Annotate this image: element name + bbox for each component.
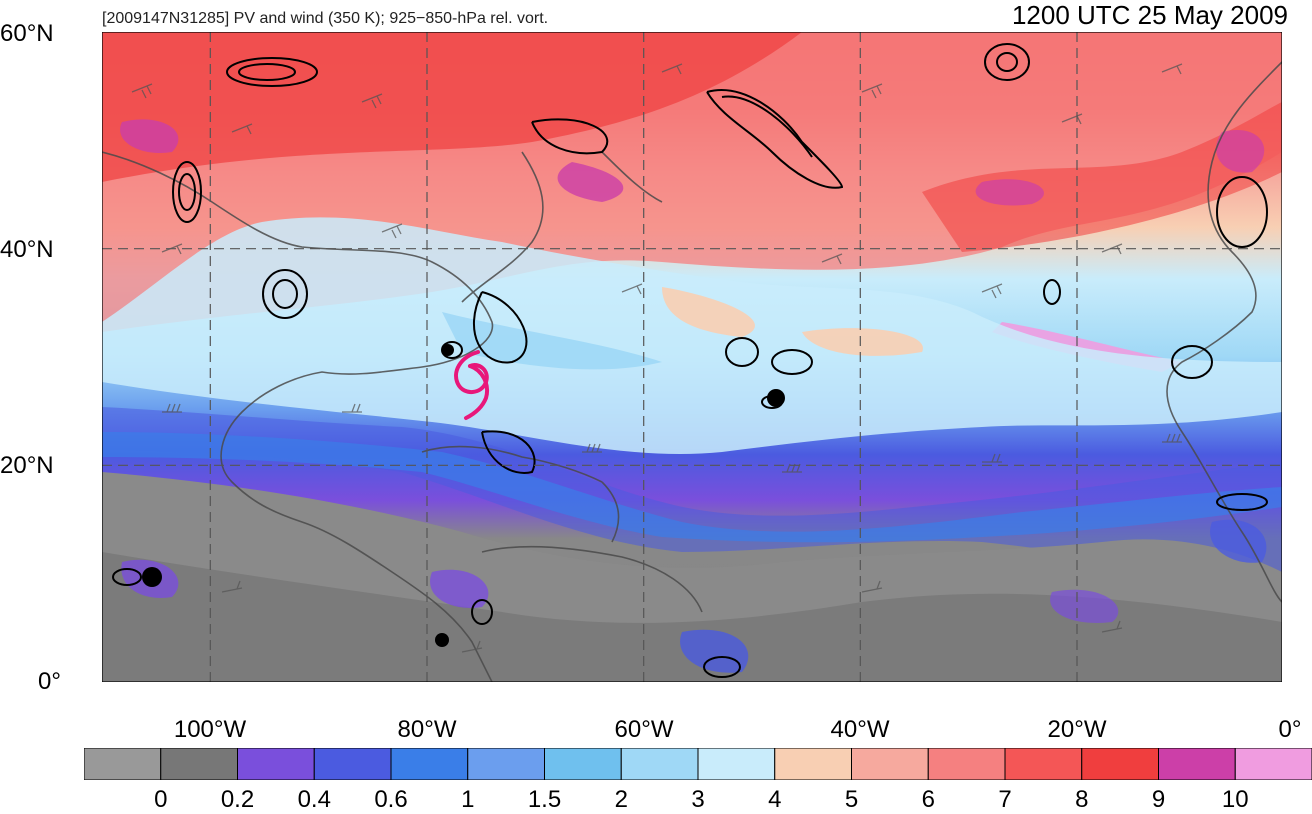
lon-label-0: 0°	[1278, 716, 1302, 743]
colorbar-tick-label: 1	[461, 786, 475, 813]
colorbar-swatch	[84, 748, 162, 780]
colorbar-tick-label: 8	[1075, 786, 1089, 813]
colorbar-swatch	[467, 748, 545, 780]
colorbar-labels: 0 0.2 0.4 0.6 1 1.5 2 3 4 5 6 7 8 9 10	[0, 786, 1312, 813]
colorbar-tick-label: 9	[1151, 786, 1166, 813]
colorbar-swatch	[1158, 748, 1236, 780]
lat-label-40n: 40°N	[0, 236, 54, 263]
colorbar-tick-label: 3	[691, 786, 705, 813]
colorbar-tick-label: 0.4	[297, 786, 331, 813]
colorbar-tick-label: 0.6	[374, 786, 408, 813]
colorbar-tick-label: 0	[154, 786, 168, 813]
lat-label-60n: 60°N	[0, 20, 54, 47]
colorbar-swatch	[1081, 748, 1159, 780]
colorbar-swatch	[544, 748, 622, 780]
colorbar-tick-label: 4	[768, 786, 782, 813]
lon-label-100w: 100°W	[173, 716, 247, 743]
lon-label-80w: 80°W	[397, 716, 457, 743]
pv-wind-map	[102, 32, 1282, 682]
colorbar-swatch	[237, 748, 315, 780]
lon-label-20w: 20°W	[1047, 716, 1107, 743]
map-timestamp: 1200 UTC 25 May 2009	[1011, 0, 1288, 30]
colorbar-swatch	[774, 748, 852, 780]
colorbar-swatch	[313, 748, 392, 780]
colorbar-swatch	[1234, 748, 1312, 780]
colorbar-tick-label: 0.2	[220, 786, 255, 813]
colorbar-tick-label: 1.5	[527, 786, 562, 813]
lat-label-20n: 20°N	[0, 452, 54, 479]
lat-label-0: 0°	[38, 668, 61, 695]
colorbar-swatch	[160, 748, 238, 780]
colorbar-tick-label: 10	[1221, 786, 1249, 813]
colorbar-swatch	[1004, 748, 1083, 780]
colorbar-tick-label: 6	[921, 786, 935, 813]
colorbar-swatch	[851, 748, 929, 780]
lon-label-40w: 40°W	[830, 716, 890, 743]
pv-colorbar	[84, 748, 1312, 780]
tropical-cyclone-icon	[454, 350, 489, 420]
colorbar-swatch	[620, 748, 699, 780]
colorbar-swatch	[697, 748, 776, 780]
lon-label-60w: 60°W	[614, 716, 674, 743]
map-subtitle: [2009147N31285] PV and wind (350 K); 925…	[102, 10, 549, 27]
colorbar-swatch	[390, 748, 469, 780]
colorbar-tick-label: 2	[614, 786, 628, 813]
colorbar-tick-label: 5	[844, 786, 859, 813]
colorbar-swatch	[927, 748, 1006, 780]
colorbar-tick-label: 7	[998, 786, 1012, 813]
